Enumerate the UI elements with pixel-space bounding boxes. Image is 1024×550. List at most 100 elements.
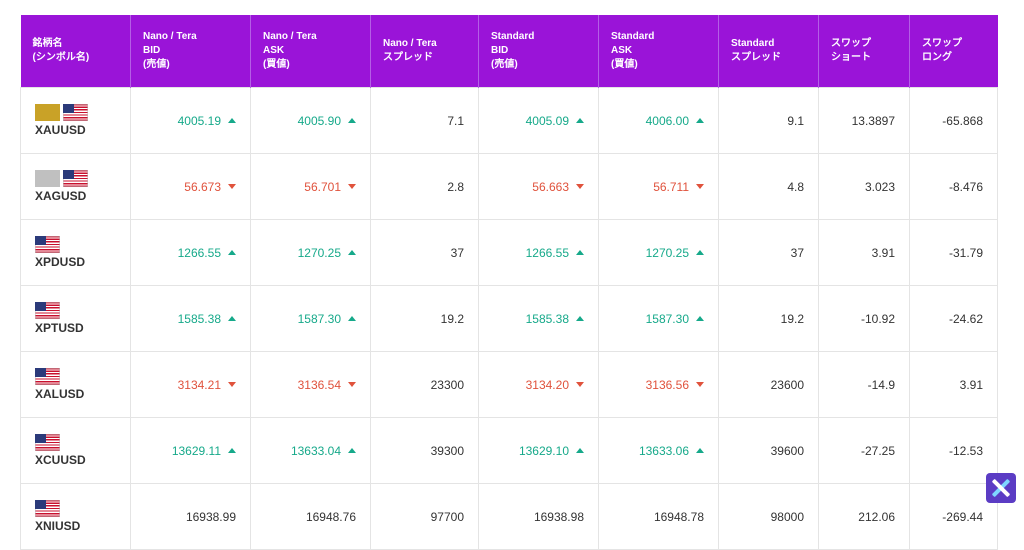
nano-spread-cell: 2.8 (370, 153, 479, 220)
value: 3134.20 (525, 377, 569, 392)
header-line: Nano / Tera (263, 31, 317, 42)
symbol-cell: XCUUSD (20, 417, 131, 484)
value: 4005.09 (525, 113, 569, 128)
value: 56.701 (304, 179, 341, 194)
nano-bid-cell: 1585.38 (130, 285, 251, 352)
value: 13629.10 (518, 443, 569, 458)
std-ask-cell: 4006.00 (598, 87, 719, 154)
value: -65.868 (942, 113, 983, 128)
std-ask-cell: 1270.25 (598, 219, 719, 286)
std-spread-cell: 9.1 (718, 87, 819, 154)
flags (35, 170, 116, 187)
value: 1585.38 (525, 311, 569, 326)
header-line: 銘柄名 (32, 38, 63, 49)
std-spread-cell: 4.8 (718, 153, 819, 220)
arrow-up-icon (696, 249, 704, 255)
value: -10.92 (860, 311, 895, 326)
value: 56.673 (184, 179, 221, 194)
flags (35, 302, 116, 319)
nano-ask-cell: 4005.90 (250, 87, 371, 154)
symbol-cell: XALUSD (20, 351, 131, 418)
price-table: 銘柄名 (シンボル名) Nano / Tera BID (売値) Nano / Tera A… (20, 15, 998, 550)
header-nano-bid: Nano / Tera BID (売値) (130, 15, 251, 88)
value: -12.53 (948, 443, 983, 458)
header-line: BID (491, 45, 509, 56)
value: 212.06 (858, 509, 895, 524)
std-bid-cell: 4005.09 (478, 87, 599, 154)
swap-short-cell: 3.91 (818, 219, 910, 286)
chat-widget-button[interactable] (986, 473, 1016, 503)
nano-spread-cell: 37 (370, 219, 479, 286)
us-flag-icon (35, 236, 60, 253)
value: 56.711 (653, 179, 689, 194)
std-bid-cell: 1585.38 (478, 285, 599, 352)
swap-long-cell: -269.44 (909, 483, 998, 550)
symbol-label: XAUUSD (35, 123, 86, 137)
std-ask-cell: 56.711 (598, 153, 719, 220)
header-std-ask: Standard ASK (買値) (598, 15, 719, 88)
arrow-down-icon (576, 381, 584, 387)
metal-swatch-icon (35, 104, 60, 121)
value: 4.8 (787, 179, 804, 194)
std-spread-cell: 39600 (718, 417, 819, 484)
header-line: (シンボル名) (32, 52, 90, 63)
nano-spread-cell: 23300 (370, 351, 479, 418)
std-spread-cell: 23600 (718, 351, 819, 418)
nano-bid-cell: 56.673 (130, 153, 251, 220)
arrow-down-icon (348, 381, 356, 387)
symbol-label: XPDUSD (35, 255, 86, 269)
header-line: Standard (731, 38, 775, 49)
swap-long-cell: -31.79 (909, 219, 998, 286)
value: 7.1 (447, 113, 464, 128)
value: 23600 (770, 377, 804, 392)
value: 3.91 (871, 245, 895, 260)
nano-bid-cell: 3134.21 (130, 351, 251, 418)
value: 16948.78 (653, 509, 704, 524)
table-header-row: 銘柄名 (シンボル名) Nano / Tera BID (売値) Nano / Tera A… (20, 15, 998, 88)
value: 4005.19 (177, 113, 221, 128)
header-line: スワップ (922, 38, 962, 49)
nano-bid-cell: 13629.11 (130, 417, 251, 484)
std-spread-cell: 19.2 (718, 285, 819, 352)
symbol-label: XCUUSD (35, 453, 86, 467)
swap-short-cell: 3.023 (818, 153, 910, 220)
value: 39300 (430, 443, 464, 458)
swap-long-cell: -8.476 (909, 153, 998, 220)
std-ask-cell: 13633.06 (598, 417, 719, 484)
arrow-down-icon (696, 381, 704, 387)
nano-ask-cell: 3136.54 (250, 351, 371, 418)
std-bid-cell: 3134.20 (478, 351, 599, 418)
symbol-label: XAGUSD (35, 189, 87, 203)
us-flag-icon (35, 500, 60, 517)
symbol-cell: XAGUSD (20, 153, 131, 220)
symbol-cell: XPTUSD (20, 285, 131, 352)
value: 3134.21 (177, 377, 221, 392)
header-line: (売値) (491, 59, 518, 70)
table-row: XNIUSD 16938.99 16948.76 97700 16938.98 16948… (20, 483, 998, 550)
value: 19.2 (440, 311, 464, 326)
swap-long-cell: -12.53 (909, 417, 998, 484)
symbol-label: XPTUSD (35, 321, 84, 335)
arrow-down-icon (348, 183, 356, 189)
arrow-up-icon (576, 447, 584, 453)
nano-bid-cell: 16938.99 (130, 483, 251, 550)
us-flag-icon (35, 434, 60, 451)
header-std-spread: Standard スプレッド (718, 15, 819, 88)
header-line: Standard (611, 31, 655, 42)
flags (35, 236, 116, 253)
nano-spread-cell: 19.2 (370, 285, 479, 352)
us-flag-icon (63, 170, 88, 187)
value: 3.023 (864, 179, 895, 194)
arrow-up-icon (696, 117, 704, 123)
header-swap-long: スワップ ロング (909, 15, 998, 88)
value: 97700 (430, 509, 464, 524)
arrow-down-icon (228, 183, 236, 189)
header-line: Nano / Tera (143, 31, 197, 42)
header-line: (売値) (143, 59, 170, 70)
header-line: スワップ (831, 38, 871, 49)
symbol-label: XALUSD (35, 387, 85, 401)
header-line: ショート (831, 52, 871, 63)
header-line: Standard (491, 31, 535, 42)
table-row: XAUUSD 4005.19 4005.90 7.1 4005.09 4006.00 9.1… (20, 87, 998, 154)
nano-bid-cell: 4005.19 (130, 87, 251, 154)
